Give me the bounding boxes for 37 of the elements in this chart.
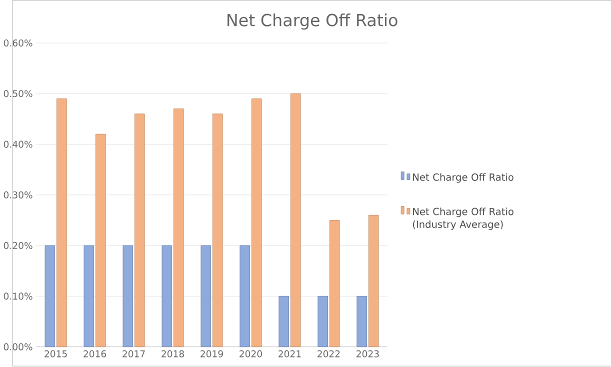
y-tick-label: 0.10% (4, 292, 32, 300)
x-tick-label: 2017 (122, 350, 145, 358)
x-tick-label: 2023 (356, 350, 379, 358)
y-tick-label: 0.50% (4, 90, 32, 98)
x-tick-label: 2021 (278, 350, 301, 358)
y-tick-label: 0.60% (4, 40, 32, 47)
bar (212, 114, 223, 348)
bar (174, 108, 184, 348)
bar (368, 215, 379, 348)
legend-label: Net Charge Off Ratio (Industry Average) (412, 208, 514, 230)
x-tick-label: 2015 (44, 350, 67, 358)
bar (329, 220, 340, 348)
x-tick-label: 2016 (84, 350, 106, 358)
bar (84, 246, 94, 348)
y-tick-label: 0.20% (4, 242, 32, 250)
x-tick-label: 2019 (200, 350, 223, 358)
bar (56, 98, 67, 348)
chart-title: Net Charge Off Ratio (228, 14, 398, 30)
y-tick-label: 0.30% (4, 192, 32, 199)
bar (290, 94, 301, 348)
bar (122, 246, 134, 348)
bar (96, 134, 106, 348)
bar (318, 296, 328, 348)
y-tick-label: 0.40% (4, 140, 32, 148)
bar (200, 246, 212, 348)
y-tick-label: 0.00% (4, 344, 32, 351)
bar (251, 98, 262, 348)
x-tick-label: 2022 (318, 350, 340, 358)
bar (44, 246, 56, 348)
bar (278, 296, 289, 348)
x-tick-label: 2020 (240, 350, 262, 358)
bar (356, 296, 367, 348)
x-tick-label: 2018 (162, 350, 184, 358)
legend-label: Net Charge Off Ratio (413, 173, 514, 183)
bar (134, 114, 145, 348)
bar (162, 246, 172, 348)
bar (240, 246, 250, 348)
